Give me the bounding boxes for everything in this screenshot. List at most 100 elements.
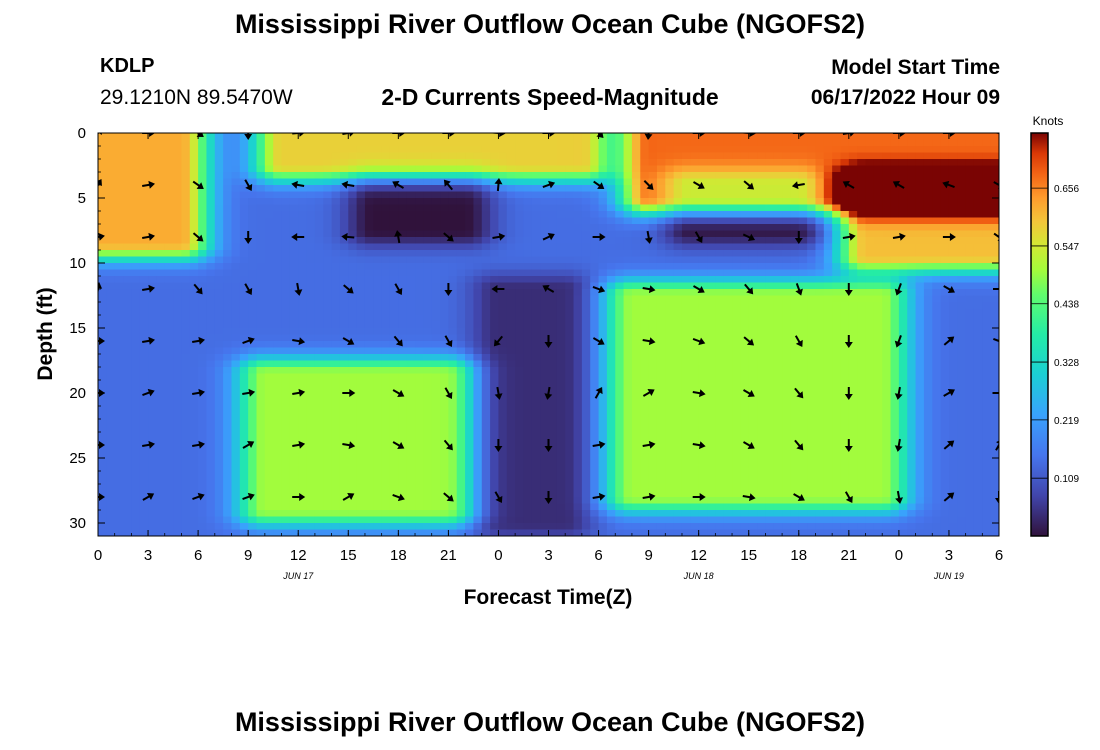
heat-cell: [982, 237, 992, 245]
heat-cell: [982, 191, 992, 199]
heat-cell: [782, 198, 792, 206]
heat-cell: [398, 191, 408, 199]
heat-cell: [757, 165, 766, 173]
heat-cell: [298, 204, 308, 212]
heat-cell: [314, 360, 324, 368]
heat-cell: [907, 230, 917, 238]
heat-cell: [331, 276, 341, 284]
heat-cell: [648, 224, 658, 232]
heat-cell: [473, 172, 483, 180]
heat-cell: [239, 152, 249, 160]
heat-cell: [98, 367, 107, 375]
heat-cell: [298, 152, 308, 160]
heat-cell: [306, 133, 316, 141]
heat-cell: [957, 308, 967, 316]
heat-cell: [573, 367, 583, 375]
heat-cell: [840, 393, 850, 401]
heat-cell: [189, 380, 199, 388]
heat-cell: [248, 367, 258, 375]
heat-cell: [707, 302, 716, 310]
heat-cell: [565, 295, 575, 303]
heat-cell: [815, 315, 825, 323]
heat-cell: [106, 230, 116, 238]
heat-cell: [723, 224, 733, 232]
heat-cell: [206, 295, 216, 303]
heat-cell: [932, 139, 942, 147]
heat-cell: [907, 217, 917, 225]
heat-cell: [823, 295, 833, 303]
heat-cell: [698, 172, 708, 180]
heat-cell: [239, 211, 249, 219]
heat-cell: [223, 204, 233, 212]
heat-cell: [715, 347, 725, 355]
heat-cell: [131, 146, 141, 154]
heat-cell: [923, 302, 933, 310]
heat-cell: [498, 393, 508, 401]
heat-cell: [573, 146, 583, 154]
heat-cell: [623, 198, 633, 206]
heat-cell: [139, 360, 149, 368]
heat-cell: [748, 386, 758, 394]
heat-cell: [615, 146, 625, 154]
heat-cell: [431, 133, 441, 141]
heat-cell: [565, 276, 575, 284]
heat-cell: [223, 146, 233, 154]
heat-cell: [990, 198, 999, 206]
heat-cell: [506, 217, 516, 225]
heat-cell: [506, 419, 516, 427]
heat-cell: [448, 412, 458, 420]
heat-cell: [982, 315, 992, 323]
heat-cell: [98, 360, 107, 368]
heat-cell: [590, 276, 600, 284]
heat-cell: [406, 133, 416, 141]
heat-cell: [339, 152, 349, 160]
heat-cell: [231, 159, 241, 167]
heat-cell: [114, 282, 124, 290]
heat-cell: [339, 315, 349, 323]
heat-cell: [231, 334, 241, 342]
heat-cell: [815, 204, 825, 212]
heat-cell: [748, 243, 758, 251]
heat-cell: [198, 386, 208, 394]
heat-cell: [673, 295, 683, 303]
heat-cell: [915, 172, 925, 180]
heat-cell: [957, 217, 967, 225]
heat-cell: [523, 282, 533, 290]
heat-cell: [481, 224, 491, 232]
heat-cell: [723, 289, 733, 297]
heat-cell: [782, 243, 792, 251]
heat-cell: [898, 269, 908, 277]
heat-cell: [606, 263, 616, 271]
heat-cell: [840, 224, 850, 232]
heat-cell: [323, 393, 333, 401]
heat-cell: [239, 133, 249, 141]
heat-cell: [481, 237, 491, 245]
heat-cell: [690, 393, 700, 401]
heat-cell: [723, 263, 733, 271]
heat-cell: [348, 276, 358, 284]
heat-cell: [757, 334, 766, 342]
heat-cell: [181, 425, 191, 433]
heat-cell: [239, 328, 249, 336]
heat-cell: [890, 276, 900, 284]
heat-cell: [498, 321, 508, 329]
heat-cell: [515, 321, 525, 329]
heat-cell: [690, 399, 700, 407]
heat-cell: [648, 133, 658, 141]
heat-cell: [381, 159, 391, 167]
heat-cell: [456, 399, 466, 407]
heat-cell: [381, 133, 391, 141]
heat-cell: [948, 237, 958, 245]
heat-cell: [189, 217, 199, 225]
heat-cell: [273, 263, 283, 271]
heat-cell: [548, 159, 558, 167]
heat-cell: [523, 373, 533, 381]
heat-cell: [331, 146, 341, 154]
heat-cell: [690, 425, 700, 433]
heat-cell: [314, 295, 324, 303]
heat-cell: [732, 321, 741, 329]
heat-cell: [973, 191, 983, 199]
heat-cell: [556, 425, 566, 433]
heat-cell: [973, 178, 983, 186]
heat-cell: [840, 237, 850, 245]
